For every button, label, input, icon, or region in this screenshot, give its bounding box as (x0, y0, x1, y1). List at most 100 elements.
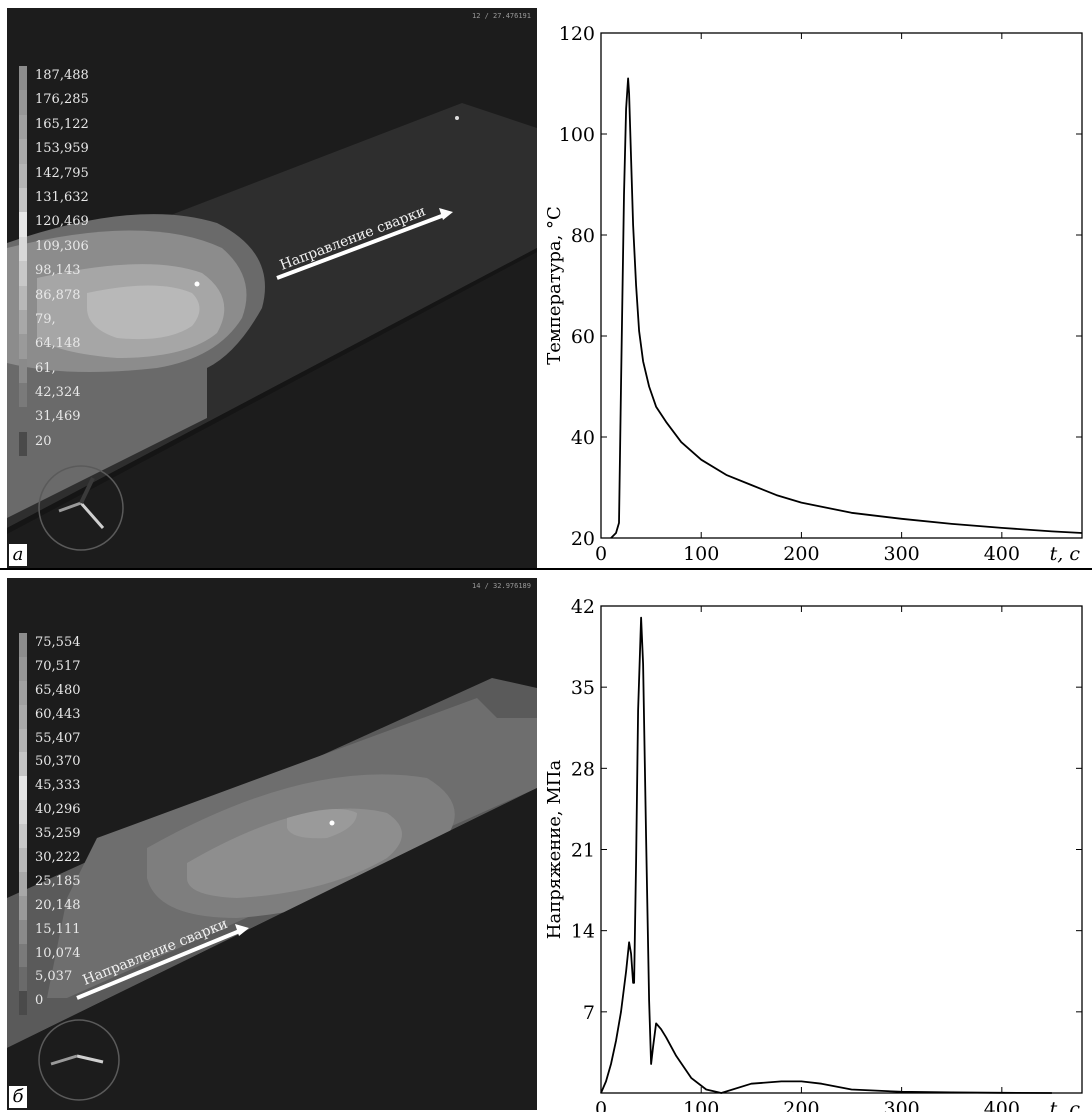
legend-label: 50,370 (35, 754, 81, 770)
probe-point-icon (329, 820, 335, 826)
weld-direction-arrowhead (439, 208, 453, 220)
y-tick-label: 60 (571, 326, 595, 348)
legend-label: 79, (35, 311, 56, 327)
legend-swatch (19, 114, 27, 140)
legend-label: 30,222 (35, 850, 81, 866)
orientation-gizmo-ring (38, 1019, 120, 1101)
legend-item: 5,037 (19, 967, 139, 992)
legend-swatch (19, 728, 27, 753)
color-legend: 187,488 176,285 165,122 153,959 142,795 131,6… (19, 66, 139, 457)
y-axis-label: Температура, °С (544, 206, 565, 365)
y-tick-label: 100 (559, 124, 595, 146)
legend-swatch (19, 848, 27, 872)
legend-label: 35,259 (35, 826, 81, 842)
series-line (610, 77, 1083, 539)
legend-item: 64,148 (19, 334, 139, 359)
panel-a: Направление сварки 12 / 27.476191 187,48… (7, 8, 1083, 568)
legend-swatch (19, 285, 27, 310)
y-tick-label: 7 (583, 1002, 595, 1024)
simulation-view-stress: Направление сварки 14 / 32.976189 75,554… (7, 578, 537, 1110)
legend-item: 75,554 (19, 633, 139, 657)
series-line (600, 616, 1052, 1094)
legend-label: 55,407 (35, 730, 81, 746)
axis-x-icon (79, 502, 105, 529)
y-tick-label: 80 (571, 225, 595, 247)
legend-item: 131,632 (19, 187, 139, 213)
legend-label: 153,959 (35, 141, 89, 157)
legend-item: 20 (19, 431, 139, 457)
legend-swatch (19, 66, 27, 91)
legend-label: 187,488 (35, 68, 89, 83)
legend-item: 142,795 (19, 163, 139, 188)
legend-label: 45,333 (35, 778, 81, 794)
legend-swatch (19, 871, 27, 896)
legend-label: 70,517 (35, 658, 81, 674)
legend-swatch (19, 90, 27, 115)
legend-swatch (19, 943, 27, 968)
x-tick-label: 400 (984, 1098, 1020, 1112)
x-tick-label: 0 (595, 543, 607, 565)
x-tick-label: 400 (984, 543, 1020, 565)
y-tick-label: 20 (571, 528, 595, 550)
axis-x-icon (76, 1054, 104, 1064)
y-tick-label: 21 (571, 840, 595, 862)
legend-swatch (19, 991, 27, 1016)
panel-letter-a: а (9, 544, 27, 566)
x-tick-label: 300 (883, 543, 919, 565)
legend-label: 142,795 (35, 165, 89, 181)
legend-label: 40,296 (35, 802, 81, 818)
legend-item: 15,111 (19, 919, 139, 944)
axis-y-icon (50, 1054, 78, 1066)
axis-y-icon (58, 501, 82, 513)
legend-label: 25,185 (35, 873, 81, 889)
x-tick-label: 100 (683, 1098, 719, 1112)
legend-item: 0 (19, 991, 139, 1016)
y-tick-label: 40 (571, 427, 595, 449)
legend-swatch (19, 656, 27, 681)
legend-swatch (19, 163, 27, 188)
legend-item: 65,480 (19, 680, 139, 705)
legend-label: 61, (35, 360, 56, 376)
legend-swatch (19, 895, 27, 920)
legend-item: 45,333 (19, 776, 139, 801)
legend-item: 70,517 (19, 656, 139, 681)
x-tick-label: 300 (883, 1098, 919, 1112)
legend-item: 50,370 (19, 752, 139, 777)
axis-z-icon (79, 477, 95, 504)
legend-swatch (19, 407, 27, 432)
legend-item: 25,185 (19, 871, 139, 896)
legend-label: 86,878 (35, 287, 81, 303)
legend-label: 176,285 (35, 92, 89, 108)
legend-swatch (19, 704, 27, 729)
frame-stamp: 12 / 27.476191 (471, 12, 531, 20)
legend-swatch (19, 383, 27, 408)
x-tick-label: 0 (595, 1098, 607, 1112)
weld-direction-arrow (276, 212, 448, 280)
legend-swatch (19, 824, 27, 849)
panel-b: Направление сварки 14 / 32.976189 75,554… (0, 570, 1092, 1112)
simulation-view-temperature: Направление сварки 12 / 27.476191 187,48… (7, 8, 537, 568)
plate-dark-edge (7, 788, 537, 1110)
orientation-gizmo-ring (38, 465, 124, 551)
legend-label: 165,122 (35, 116, 89, 132)
color-legend: 75,554 70,517 65,480 60,443 55,407 50,370 45,3… (19, 633, 139, 1016)
legend-swatch (19, 187, 27, 213)
legend-label: 120,469 (35, 214, 89, 230)
legend-swatch (19, 967, 27, 992)
legend-swatch (19, 309, 27, 335)
y-axis-label: Напряжение, МПа (544, 760, 565, 940)
legend-item: 30,222 (19, 848, 139, 872)
x-axis-label: t, с (1050, 543, 1081, 565)
legend-swatch (19, 800, 27, 825)
legend-swatch (19, 776, 27, 801)
legend-item: 31,469 (19, 407, 139, 432)
x-tick-label: 200 (783, 1098, 819, 1112)
weld-direction-arrow (76, 928, 243, 1000)
legend-label: 60,443 (35, 706, 81, 722)
stress-chart: 7 14 21 28 35 42 0 100 200 300 400 t, с Напряжение, … (544, 596, 1083, 1112)
plot-frame (600, 605, 1083, 1094)
legend-label: 20,148 (35, 897, 81, 913)
y-tick-label: 120 (559, 23, 595, 45)
stress-zone-core (287, 809, 357, 839)
panel-divider (0, 568, 1092, 570)
